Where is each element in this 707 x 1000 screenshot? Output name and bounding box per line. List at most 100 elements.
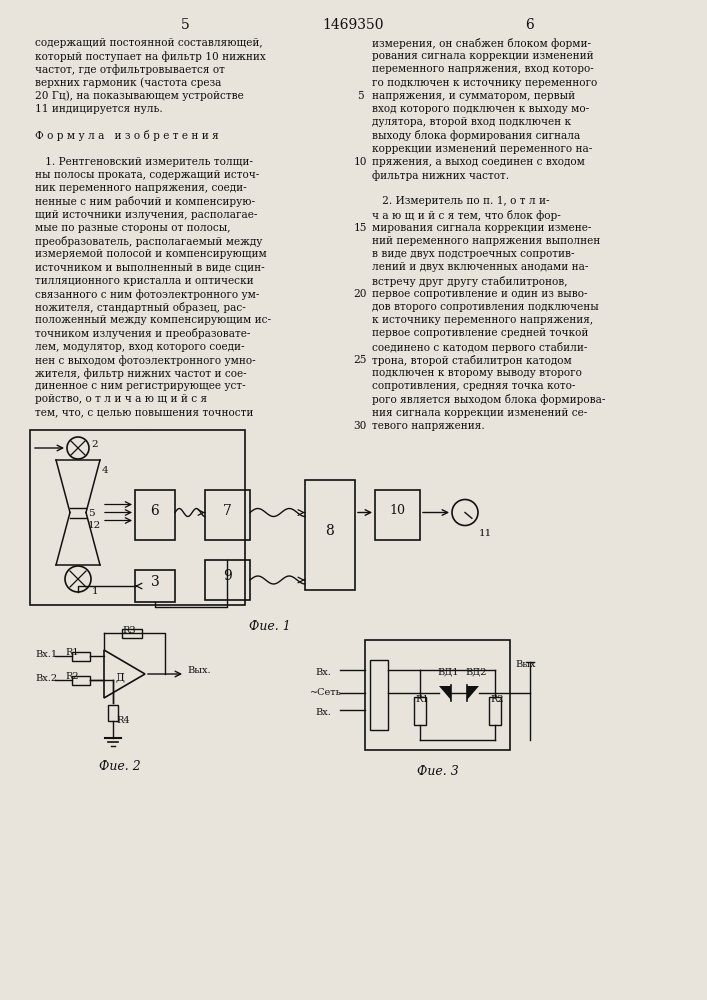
Bar	[30, 430, 245, 605]
Text: 8: 8	[326, 524, 334, 538]
Text: R1: R1	[65, 648, 78, 657]
Text: Д: Д	[115, 672, 124, 682]
Text: тилляционного кристалла и оптически: тилляционного кристалла и оптически	[35, 276, 254, 286]
Bar	[122, 629, 142, 638]
Bar	[108, 705, 118, 721]
Text: точником излучения и преобразовате-: точником излучения и преобразовате-	[35, 328, 250, 339]
Text: щий источники излучения, располагае-: щий источники излучения, располагае-	[35, 210, 257, 220]
Text: напряжения, и сумматором, первый: напряжения, и сумматором, первый	[372, 91, 575, 101]
Text: Вх.: Вх.	[315, 668, 331, 677]
Bar	[365, 640, 510, 750]
Text: 25: 25	[354, 355, 367, 365]
Text: дулятора, второй вход подключен к: дулятора, второй вход подключен к	[372, 117, 571, 127]
Text: 12: 12	[88, 520, 101, 530]
Polygon shape	[439, 686, 451, 700]
Text: мирования сигнала коррекции измене-: мирования сигнала коррекции измене-	[372, 223, 591, 233]
Text: 1: 1	[92, 587, 98, 596]
Text: Вх.2: Вх.2	[35, 674, 57, 683]
Text: трона, второй стабилитрон катодом: трона, второй стабилитрон катодом	[372, 355, 572, 366]
Text: пряжения, а выход соединен с входом: пряжения, а выход соединен с входом	[372, 157, 585, 167]
Text: коррекции изменений переменного на-: коррекции изменений переменного на-	[372, 144, 592, 154]
Text: первое сопротивление и один из выво-: первое сопротивление и один из выво-	[372, 289, 588, 299]
Bar	[135, 570, 175, 602]
Text: первое сопротивление средней точкой: первое сопротивление средней точкой	[372, 328, 588, 338]
Text: R2: R2	[490, 695, 503, 704]
Text: лем, модулятор, вход которого соеди-: лем, модулятор, вход которого соеди-	[35, 342, 245, 352]
Text: положенный между компенсирующим ис-: положенный между компенсирующим ис-	[35, 315, 271, 325]
Bar	[489, 697, 501, 725]
Text: ч а ю щ и й с я тем, что блок фор-: ч а ю щ и й с я тем, что блок фор-	[372, 210, 561, 221]
Text: к источнику переменного напряжения,: к источнику переменного напряжения,	[372, 315, 593, 325]
Bar	[205, 560, 250, 600]
Text: который поступает на фильтр 10 нижних: который поступает на фильтр 10 нижних	[35, 51, 266, 62]
Text: рования сигнала коррекции изменений: рования сигнала коррекции изменений	[372, 51, 594, 61]
Text: вход которого подключен к выходу мо-: вход которого подключен к выходу мо-	[372, 104, 589, 114]
Bar	[375, 490, 420, 540]
Bar	[414, 697, 426, 725]
Text: R2: R2	[65, 672, 78, 681]
Text: 1469350: 1469350	[322, 18, 384, 32]
Text: Фuе. 3: Фuе. 3	[416, 765, 458, 778]
Text: 1. Рентгеновский измеритель толщи-: 1. Рентгеновский измеритель толщи-	[35, 157, 253, 167]
Text: R3: R3	[122, 626, 136, 635]
Text: 6: 6	[525, 18, 534, 32]
Text: 5: 5	[357, 91, 363, 101]
Text: мые по разные стороны от полосы,: мые по разные стороны от полосы,	[35, 223, 230, 233]
Text: рого является выходом блока формирова-: рого является выходом блока формирова-	[372, 394, 605, 405]
Text: ненные с ним рабочий и компенсирую-: ненные с ним рабочий и компенсирую-	[35, 196, 255, 207]
Text: 30: 30	[354, 421, 367, 431]
Text: Фuе. 2: Фuе. 2	[99, 760, 141, 773]
Text: нен с выходом фотоэлектронного умно-: нен с выходом фотоэлектронного умно-	[35, 355, 256, 366]
Text: переменного напряжения, вход которо-: переменного напряжения, вход которо-	[372, 64, 594, 74]
Text: 7: 7	[223, 504, 232, 518]
Text: дов второго сопротивления подключены: дов второго сопротивления подключены	[372, 302, 599, 312]
Text: Вх.1: Вх.1	[35, 650, 57, 659]
Text: частот, где отфильтровывается от: частот, где отфильтровывается от	[35, 64, 225, 75]
Text: 15: 15	[354, 223, 367, 233]
Text: тем, что, с целью повышения точности: тем, что, с целью повышения точности	[35, 408, 253, 418]
Text: диненное с ним регистрирующее уст-: диненное с ним регистрирующее уст-	[35, 381, 245, 391]
Text: Вых.: Вых.	[187, 666, 211, 675]
Bar	[205, 490, 250, 540]
Text: 10: 10	[390, 504, 406, 518]
Bar	[72, 676, 90, 685]
Text: 9: 9	[223, 569, 232, 583]
Text: 11: 11	[479, 528, 492, 538]
Text: 2. Измеритель по п. 1, о т л и-: 2. Измеритель по п. 1, о т л и-	[372, 196, 549, 206]
Text: 5: 5	[88, 510, 95, 518]
Text: ройство, о т л и ч а ю щ и й с я: ройство, о т л и ч а ю щ и й с я	[35, 394, 207, 404]
Text: 2: 2	[91, 440, 98, 449]
Bar	[370, 660, 388, 730]
Text: ~Сеть: ~Сеть	[310, 688, 342, 697]
Text: R1: R1	[415, 695, 428, 704]
Text: 11 индицируется нуль.: 11 индицируется нуль.	[35, 104, 163, 114]
Text: лений и двух включенных анодами на-: лений и двух включенных анодами на-	[372, 262, 588, 272]
Text: Фuе. 1: Фuе. 1	[249, 620, 291, 633]
Text: 4: 4	[102, 466, 109, 475]
Text: встречу друг другу стабилитронов,: встречу друг другу стабилитронов,	[372, 276, 568, 287]
Text: преобразователь, располагаемый между: преобразователь, располагаемый между	[35, 236, 262, 247]
Text: ния сигнала коррекции изменений се-: ния сигнала коррекции изменений се-	[372, 408, 588, 418]
Text: ны полосы проката, содержащий источ-: ны полосы проката, содержащий источ-	[35, 170, 259, 180]
Text: ножителя, стандартный образец, рас-: ножителя, стандартный образец, рас-	[35, 302, 246, 313]
Text: жителя, фильтр нижних частот и сое-: жителя, фильтр нижних частот и сое-	[35, 368, 247, 379]
Text: связанного с ним фотоэлектронного ум-: связанного с ним фотоэлектронного ум-	[35, 289, 259, 300]
Text: тевого напряжения.: тевого напряжения.	[372, 421, 485, 431]
Text: выходу блока формирования сигнала: выходу блока формирования сигнала	[372, 130, 580, 141]
Text: ВД1: ВД1	[437, 668, 459, 677]
Text: 6: 6	[151, 504, 159, 518]
Text: 10: 10	[354, 157, 367, 167]
Bar	[305, 480, 355, 590]
Text: Вых: Вых	[515, 660, 535, 669]
Text: верхних гармоник (частота среза: верхних гармоник (частота среза	[35, 78, 221, 88]
Text: го подключен к источнику переменного: го подключен к источнику переменного	[372, 78, 597, 88]
Text: подключен к второму выводу второго: подключен к второму выводу второго	[372, 368, 582, 378]
Text: сопротивления, средняя точка кото-: сопротивления, средняя точка кото-	[372, 381, 575, 391]
Text: фильтра нижних частот.: фильтра нижних частот.	[372, 170, 509, 181]
Text: ний переменного напряжения выполнен: ний переменного напряжения выполнен	[372, 236, 600, 246]
Text: измерения, он снабжен блоком форми-: измерения, он снабжен блоком форми-	[372, 38, 591, 49]
Text: ВД2: ВД2	[465, 668, 486, 677]
Text: в виде двух подстроечных сопротив-: в виде двух подстроечных сопротив-	[372, 249, 575, 259]
Text: Вх.: Вх.	[315, 708, 331, 717]
Text: содержащий постоянной составляющей,: содержащий постоянной составляющей,	[35, 38, 262, 48]
